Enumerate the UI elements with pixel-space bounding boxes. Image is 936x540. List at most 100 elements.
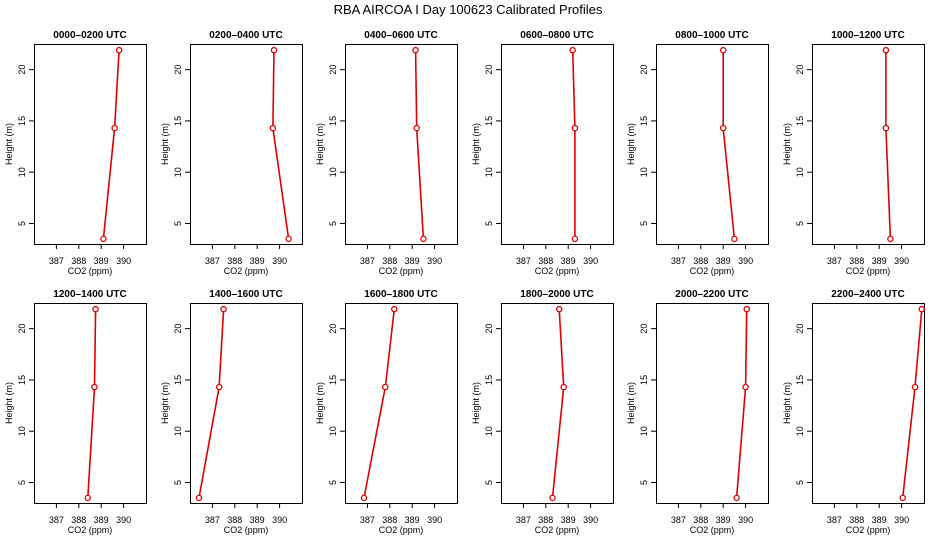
y-tick-label: 20: [639, 324, 649, 334]
y-tick-label: 15: [795, 375, 805, 385]
y-axis-label: Height (m): [626, 382, 636, 424]
y-tick-label: 10: [328, 426, 338, 436]
x-tick-label: 388: [849, 515, 864, 525]
chart-panel-10: 1800–2000 UTC 387 388 389 390 5 10 15 20 CO2 (ppm…: [471, 289, 614, 535]
series-line: [198, 309, 225, 499]
y-tick-label: 5: [173, 480, 183, 485]
y-tick-label: 15: [17, 375, 27, 385]
y-tick-label: 10: [173, 426, 183, 436]
plot-frame: [501, 303, 614, 504]
data-point: [719, 124, 727, 132]
x-tick-label: 388: [382, 256, 397, 266]
x-tick-label: 387: [49, 515, 64, 525]
x-tick-label: 388: [227, 256, 242, 266]
y-tick-label: 20: [795, 65, 805, 75]
data-point: [382, 383, 389, 391]
y-tick-label: 15: [173, 375, 183, 385]
data-point: [412, 46, 419, 54]
x-tick-label: 387: [360, 256, 375, 266]
x-axis-label: CO2 (ppm): [379, 266, 424, 276]
y-tick-label: 10: [484, 167, 494, 177]
x-tick-label: 388: [227, 515, 242, 525]
series-line: [901, 309, 923, 498]
chart-title: 1200–1400 UTC: [53, 289, 126, 300]
x-tick-label: 388: [693, 515, 708, 525]
x-tick-label: 387: [671, 515, 686, 525]
y-tick-label: 15: [484, 375, 494, 385]
y-tick-label: 10: [639, 426, 649, 436]
y-tick-label: 15: [17, 116, 27, 126]
x-tick-label: 389: [716, 515, 731, 525]
plot-frame: [34, 303, 147, 504]
page-title: RBA AIRCOA I Day 100623 Calibrated Profi…: [333, 2, 603, 17]
data-point: [391, 305, 398, 313]
x-tick-label: 389: [716, 256, 731, 266]
y-tick-label: 15: [639, 375, 649, 385]
data-point: [911, 383, 919, 391]
y-tick-label: 5: [17, 221, 27, 226]
data-point: [899, 494, 906, 502]
chart-panel-11: 2000–2200 UTC 387 388 389 390 5 10 15 20 CO2 (ppm…: [626, 289, 769, 535]
y-tick-label: 5: [795, 221, 805, 226]
series-line: [722, 50, 736, 239]
y-tick-label: 20: [173, 324, 183, 334]
x-tick-label: 387: [516, 256, 531, 266]
y-tick-label: 10: [484, 426, 494, 436]
x-tick-label: 389: [405, 256, 420, 266]
x-tick-label: 388: [382, 515, 397, 525]
plot-frame: [34, 44, 147, 245]
x-tick-label: 387: [827, 256, 842, 266]
y-axis-label: Height (m): [782, 123, 792, 165]
chart-panel-4: 0600–0800 UTC 387 388 389 390 5 10 15 20 CO2 (ppm…: [471, 30, 614, 276]
x-axis-label: CO2 (ppm): [224, 525, 269, 535]
plot-frame: [812, 303, 925, 504]
chart-title: 1600–1800 UTC: [364, 289, 437, 300]
x-tick-label: 387: [827, 515, 842, 525]
data-point: [195, 494, 203, 502]
y-tick-label: 20: [484, 324, 494, 334]
chart-title: 1400–1600 UTC: [209, 289, 282, 300]
data-point: [569, 46, 576, 54]
x-tick-label: 389: [872, 515, 887, 525]
y-tick-label: 10: [795, 426, 805, 436]
plot-frame: [190, 44, 303, 245]
chart-panel-2: 0200–0400 UTC 387 388 389 390 5 10 15 20 CO2 (ppm…: [160, 30, 303, 276]
x-tick-label: 388: [538, 256, 553, 266]
data-point: [91, 383, 98, 391]
y-tick-label: 5: [328, 221, 338, 226]
plot-frame: [345, 303, 458, 504]
x-tick-label: 389: [250, 515, 265, 525]
y-tick-label: 15: [639, 116, 649, 126]
data-point: [887, 235, 894, 243]
x-axis-label: CO2 (ppm): [690, 266, 735, 276]
chart-title: 0600–0800 UTC: [520, 30, 593, 41]
data-point: [413, 124, 420, 132]
data-point: [571, 235, 579, 243]
x-axis-label: CO2 (ppm): [690, 525, 735, 535]
series-line: [885, 50, 892, 239]
y-tick-label: 20: [795, 324, 805, 334]
plot-frame: [501, 44, 614, 245]
x-tick-label: 387: [49, 256, 64, 266]
series-line: [551, 309, 565, 498]
x-tick-label: 390: [427, 515, 442, 525]
chart-title: 0200–0400 UTC: [209, 30, 282, 41]
chart-title: 0000–0200 UTC: [53, 30, 126, 41]
y-axis-label: Height (m): [160, 382, 170, 424]
y-tick-label: 10: [328, 167, 338, 177]
x-tick-label: 390: [738, 515, 753, 525]
series-line: [363, 309, 396, 499]
x-axis-label: CO2 (ppm): [846, 525, 891, 535]
y-axis-label: Height (m): [315, 382, 325, 424]
x-tick-label: 390: [583, 515, 598, 525]
x-tick-label: 387: [205, 515, 220, 525]
x-tick-label: 390: [116, 515, 131, 525]
data-point: [285, 235, 292, 243]
x-tick-label: 387: [205, 256, 220, 266]
x-axis-label: CO2 (ppm): [68, 525, 113, 535]
y-tick-label: 5: [484, 480, 494, 485]
x-axis-label: CO2 (ppm): [379, 525, 424, 535]
data-point: [270, 46, 278, 54]
y-tick-label: 20: [639, 65, 649, 75]
chart-title: 0800–1000 UTC: [675, 30, 748, 41]
